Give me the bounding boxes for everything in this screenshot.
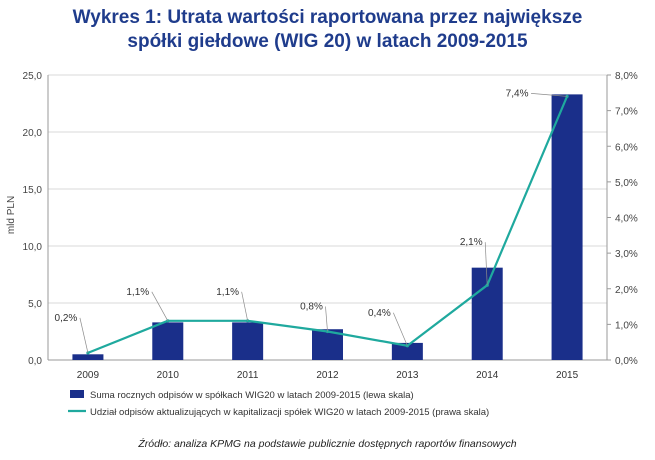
source-note: Źródło: analiza KPMG na podstawie public… [138,438,517,450]
right-tick-label: 5,0% [615,178,638,189]
right-axis: 0,0% 1,0% 2,0% 3,0% 4,0% 5,0% 6,0% 7,0% 8,0% [606,71,638,367]
legend-bar-label: Suma rocznych odpisów w spółkach WIG20 w… [90,390,414,401]
legend-line-label: Udział odpisów aktualizujących w kapital… [90,407,489,418]
legend-bar-swatch [70,390,84,398]
bar [152,322,184,360]
left-tick-label: 15,0 [23,185,43,196]
x-tick-label: 2015 [556,370,579,381]
right-tick-label: 2,0% [615,285,638,296]
gridlines [48,74,607,361]
right-tick-label: 1,0% [615,320,638,331]
x-tick-label: 2012 [316,370,339,381]
line-data-label: 2,1% [460,237,483,248]
x-tick-label: 2014 [476,370,499,381]
left-tick-label: 5,0 [28,299,42,310]
x-tick-label: 2013 [396,370,419,381]
bar [551,94,583,360]
label-leader-line [393,312,408,346]
x-tick-label: 2010 [157,370,180,381]
right-tick-label: 8,0% [615,71,638,82]
label-leader-line [241,291,248,321]
line-data-label: 7,4% [506,88,529,99]
x-tick-label: 2011 [237,370,259,381]
left-tick-label: 25,0 [23,71,43,82]
right-tick-label: 4,0% [615,214,638,225]
left-axis-title: mld PLN [6,196,17,234]
label-leader-line [325,306,328,332]
right-tick-label: 7,0% [615,107,638,118]
line-data-label: 1,1% [126,287,149,298]
label-leader-line [484,242,488,286]
bar-series [72,94,583,360]
label-leader-line [531,93,568,97]
bar [391,342,423,360]
label-leader-line [79,317,89,353]
label-leader-line [151,291,169,321]
left-tick-label: 20,0 [23,128,43,139]
chart-title: Wykres 1: Utrata wartości raportowana pr… [0,6,655,54]
chart-title-line-2: spółki giełdowe (WIG 20) w latach 2009-2… [127,31,528,52]
right-tick-label: 0,0% [615,356,638,367]
legend: Suma rocznych odpisów w spółkach WIG20 w… [68,390,489,418]
left-axis: 0,0 5,0 10,0 15,0 20,0 25,0 [23,71,49,367]
x-tick-label: 2009 [77,370,100,381]
right-tick-label: 3,0% [615,249,638,260]
line-data-label: 0,4% [368,308,391,319]
bar [232,322,264,360]
data-labels: 0,2% 1,1% 1,1% 0,8% 0,4% 2,1% 7,4% [55,88,568,353]
line-data-label: 0,8% [300,302,323,313]
x-axis: 2009 2010 2011 2012 2013 2014 2015 [77,370,579,381]
left-tick-label: 0,0 [28,356,42,367]
left-tick-label: 10,0 [23,242,43,253]
line-data-label: 1,1% [216,287,239,298]
bar [72,354,104,360]
right-tick-label: 6,0% [615,142,638,153]
chart-title-line-1: Wykres 1: Utrata wartości raportowana pr… [72,7,583,28]
line-data-label: 0,2% [55,313,78,324]
